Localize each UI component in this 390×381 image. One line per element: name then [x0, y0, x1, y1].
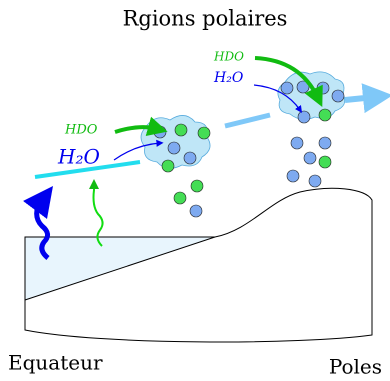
axis-right-label: Poles — [329, 355, 382, 379]
h2o-label: H₂O — [213, 70, 244, 86]
hdo-label: HDO — [64, 123, 98, 138]
title: Rgions polaires — [123, 7, 288, 31]
hdo-label: HDO — [213, 50, 244, 64]
transport — [345, 97, 375, 100]
axis-left-label: Equateur — [8, 351, 103, 375]
h2o-label: H₂O — [57, 145, 100, 169]
transport — [225, 115, 270, 126]
diagram: Rgions polaires HDO H₂O HDO H₂O Equateur… — [0, 0, 390, 381]
